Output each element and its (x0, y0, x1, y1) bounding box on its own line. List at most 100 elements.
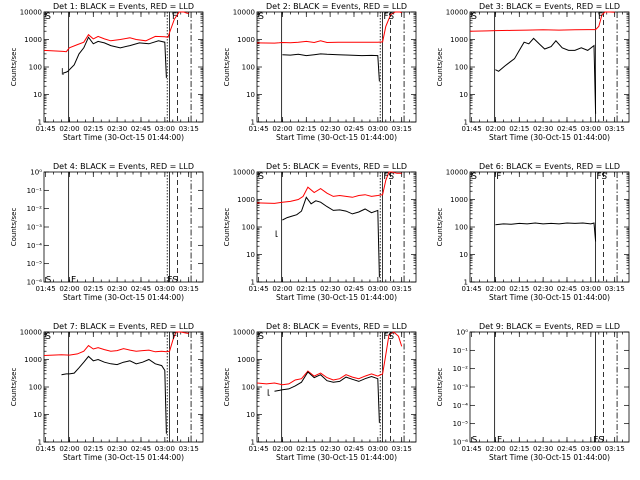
x-tick-label: 02:00 (59, 285, 79, 293)
x-tick-label: 03:00 (368, 125, 388, 133)
x-tick-label: 01:45 (248, 125, 268, 133)
y-tick-label: 1 (251, 119, 255, 127)
series-lld (256, 11, 402, 44)
panel-det-2: Det 2: BLACK = Events, RED = LLD 1 10 100 10… (223, 2, 417, 142)
panel-det-7: Det 7: BLACK = Events, RED = LLD 1 10 100 10… (10, 322, 204, 462)
x-axis-label: Start Time (30-Oct-15 01:44:00) (63, 133, 184, 142)
annotation-s: S (472, 436, 478, 446)
plot-frame (469, 11, 630, 123)
x-tick-label: 03:15 (392, 125, 412, 133)
series-events (495, 37, 597, 114)
y-tick-label: 10⁻⁴ (27, 242, 43, 250)
y-tick-label: 10⁻⁵ (453, 420, 469, 428)
annotation-f: F (496, 172, 501, 182)
y-tick-label: 100 (455, 64, 468, 72)
annotation-s: S (258, 12, 264, 22)
y-tick-label: 10000 (233, 9, 255, 17)
x-tick-label: 02:30 (320, 125, 340, 133)
annotation-s: S (45, 12, 51, 22)
panel-title: Det 9: BLACK = Events, RED = LLD (479, 322, 620, 331)
y-tick-label: 100 (242, 384, 255, 392)
annotation-f: F (172, 332, 177, 342)
y-tick-label: 10⁻² (453, 365, 469, 373)
y-tick-label: 10000 (233, 169, 255, 177)
series-events (282, 53, 380, 82)
y-tick-label: 10⁻² (27, 205, 43, 213)
x-tick-label: 02:00 (485, 285, 505, 293)
x-tick-label: 02:00 (272, 285, 292, 293)
y-tick-label: 100 (242, 224, 255, 232)
y-tick-label: 1000 (450, 196, 468, 204)
x-tick-label: 01:45 (248, 445, 268, 453)
x-axis-label: Start Time (30-Oct-15 01:44:00) (276, 293, 397, 302)
y-tick-label: 100 (455, 224, 468, 232)
x-tick-label: 02:45 (557, 445, 577, 453)
x-tick-label: 03:15 (392, 445, 412, 453)
y-tick-label: 1000 (450, 36, 468, 44)
y-tick-label: 10 (459, 91, 468, 99)
x-tick-label: 03:00 (368, 285, 388, 293)
y-axis-label: Counts/sec (436, 208, 444, 247)
trace-stub-mark (267, 389, 270, 396)
x-tick-label: 02:30 (107, 285, 127, 293)
y-axis-label: Counts/sec (10, 208, 18, 247)
x-tick-label: 01:45 (248, 285, 268, 293)
plot-frame (43, 11, 204, 123)
y-tick-label: 1000 (237, 356, 255, 364)
x-tick-label: 01:45 (35, 285, 55, 293)
x-tick-label: 02:45 (131, 285, 151, 293)
x-axis-label: Start Time (30-Oct-15 01:44:00) (489, 293, 610, 302)
x-tick-label: 02:45 (344, 445, 364, 453)
x-tick-label: 03:15 (605, 285, 625, 293)
x-tick-label: 03:15 (179, 445, 199, 453)
x-tick-label: 02:15 (509, 445, 529, 453)
annotation-f: F (497, 436, 502, 446)
x-tick-label: 03:00 (155, 445, 175, 453)
x-tick-label: 02:15 (509, 125, 529, 133)
y-tick-label: 1 (464, 279, 468, 287)
x-tick-label: 03:00 (581, 125, 601, 133)
series-events (282, 196, 380, 278)
annotation-fs: FS (383, 332, 394, 342)
x-tick-label: 02:15 (296, 125, 316, 133)
y-axis-label: Counts/sec (10, 368, 18, 407)
annotation-s: S (471, 172, 477, 182)
annotation-fs: FS (383, 172, 394, 182)
x-tick-label: 01:45 (461, 445, 481, 453)
x-tick-label: 02:15 (296, 285, 316, 293)
x-tick-label: 02:00 (485, 445, 505, 453)
plot-frame (469, 171, 630, 283)
panel-det-5: Det 5: BLACK = Events, RED = LLD 1 10 100 10… (223, 162, 417, 302)
plot-frame (256, 11, 417, 123)
x-tick-label: 03:15 (605, 125, 625, 133)
x-axis-label: Start Time (30-Oct-15 01:44:00) (63, 293, 184, 302)
y-tick-label: 10⁻³ (27, 224, 43, 232)
x-tick-label: 03:15 (179, 125, 199, 133)
x-tick-label: 03:00 (155, 125, 175, 133)
x-tick-label: 02:15 (83, 125, 103, 133)
y-tick-label: 10 (33, 411, 42, 419)
x-tick-label: 03:00 (155, 285, 175, 293)
x-tick-label: 02:45 (131, 445, 151, 453)
x-tick-label: 02:30 (320, 285, 340, 293)
y-tick-label: 10⁻⁶ (27, 279, 43, 287)
x-tick-label: 01:45 (461, 125, 481, 133)
y-axis-label: Counts/sec (223, 208, 231, 247)
x-tick-label: 02:15 (83, 445, 103, 453)
annotation-s: S (471, 12, 477, 22)
y-axis-label: Counts/sec (436, 48, 444, 87)
x-tick-label: 02:30 (533, 445, 553, 453)
annotation-s: S (46, 276, 52, 286)
y-tick-label: 1 (38, 439, 42, 447)
panel-title: Det 4: BLACK = Events, RED = LLD (53, 162, 194, 171)
panel-det-1: Det 1: BLACK = Events, RED = LLD 1 10 100 10… (10, 2, 204, 142)
panel-det-4: Det 4: BLACK = Events, RED = LLD 10⁻⁶ 10⁻⁵… (10, 162, 204, 302)
y-axis-label: Counts/sec (223, 48, 231, 87)
panel-title: Det 6: BLACK = Events, RED = LLD (479, 162, 620, 171)
plot-frame (256, 331, 417, 443)
y-tick-label: 10⁻¹ (453, 347, 469, 355)
x-tick-label: 02:00 (59, 125, 79, 133)
trace-stub-mark (275, 230, 278, 237)
x-tick-label: 02:30 (533, 125, 553, 133)
x-tick-label: 02:15 (509, 285, 529, 293)
